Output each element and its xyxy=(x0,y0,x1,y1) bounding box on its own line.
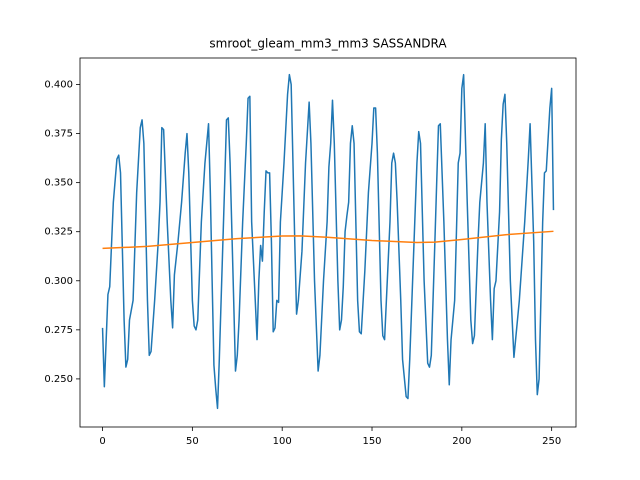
y-tick-label: 0.300 xyxy=(44,276,73,287)
line-series xyxy=(102,230,554,250)
x-tick-label: 150 xyxy=(362,436,381,447)
y-tick-label: 0.325 xyxy=(44,227,73,238)
plot-frame xyxy=(79,57,577,428)
y-tick-label: 0.375 xyxy=(44,129,73,140)
y-tick-label: 0.250 xyxy=(44,374,73,385)
chart-title: smroot_gleam_mm3_mm3 SASSANDRA xyxy=(209,37,447,51)
y-tick-label: 0.400 xyxy=(44,79,73,90)
x-tick-label: 50 xyxy=(186,436,199,447)
x-tick-label: 100 xyxy=(273,436,292,447)
line-series xyxy=(101,73,555,410)
x-tick-label: 0 xyxy=(99,436,105,447)
y-tick-label: 0.350 xyxy=(44,178,73,189)
x-tick-label: 250 xyxy=(542,436,561,447)
x-tick-label: 200 xyxy=(452,436,471,447)
y-tick-label: 0.275 xyxy=(44,325,73,336)
